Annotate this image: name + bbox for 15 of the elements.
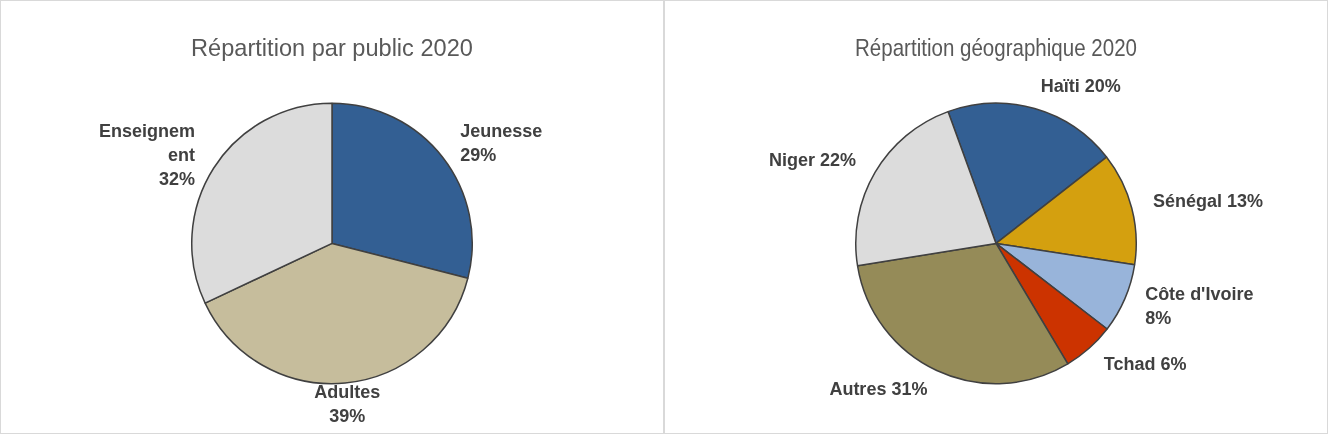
slice-label: Tchad 6%	[1103, 353, 1187, 374]
slice-label: Adultes	[314, 381, 381, 402]
slice-label: Niger 22%	[769, 150, 857, 171]
data-label: 32%	[158, 169, 196, 190]
slice-label: Haïti 20%	[1040, 76, 1121, 97]
chart-title: Répartition par public 2020	[191, 33, 473, 62]
slice-label: Autres 31%	[829, 379, 928, 400]
slice-label: Côte d'Ivoire	[1145, 284, 1254, 305]
data-label: 8%	[1145, 308, 1172, 329]
data-label: 29%	[460, 144, 497, 165]
chart-title: Répartition géographique 2020	[855, 34, 1137, 62]
slice-label: Jeunesse	[460, 120, 543, 141]
slice-label: Sénégal 13%	[1153, 191, 1264, 212]
slice-label: Enseignement	[98, 121, 196, 166]
data-label: 39%	[329, 405, 366, 426]
